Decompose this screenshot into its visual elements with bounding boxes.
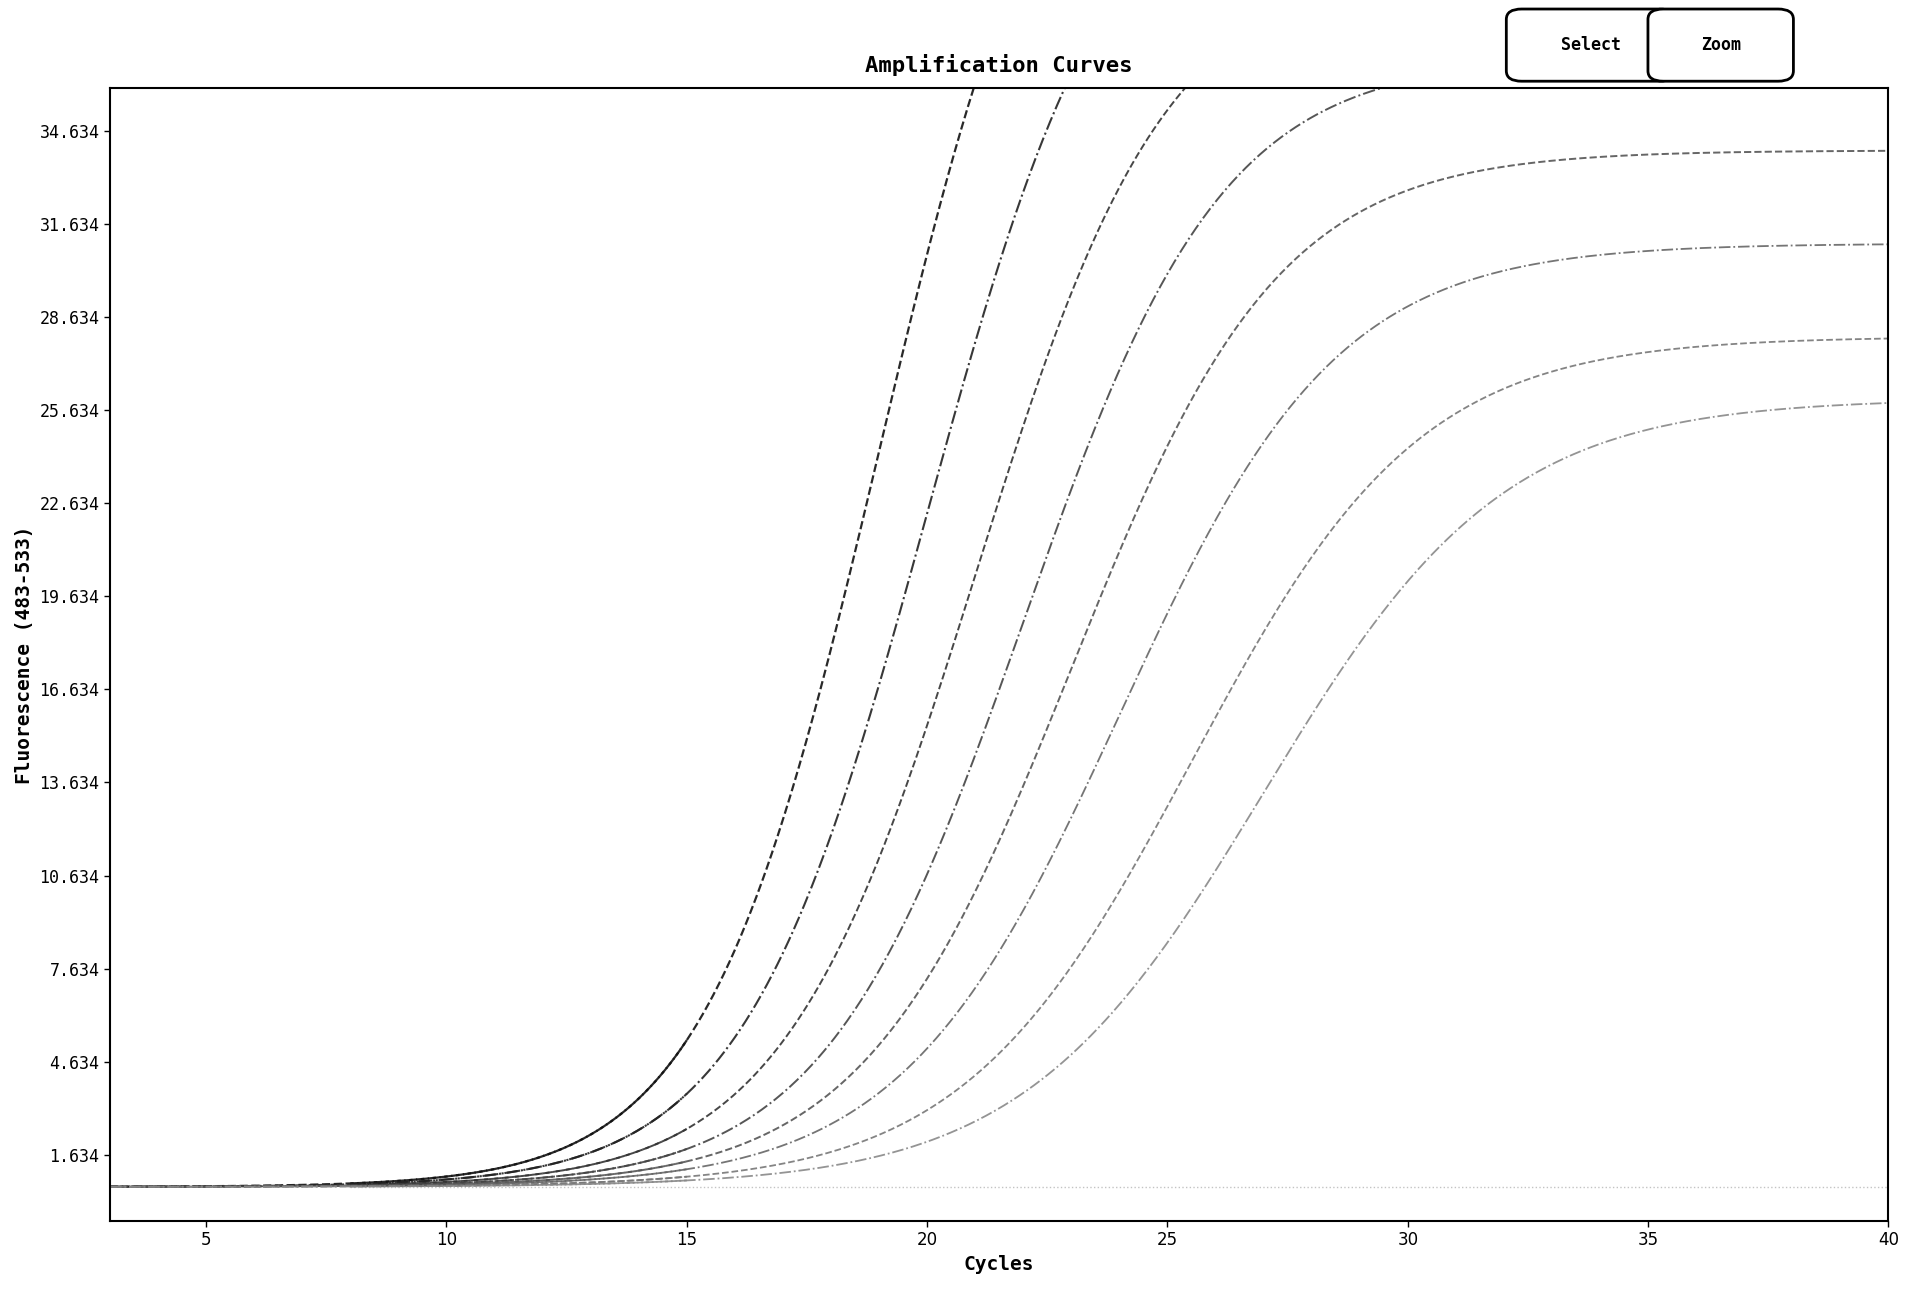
Text: Select: Select xyxy=(1560,36,1621,54)
FancyBboxPatch shape xyxy=(1648,9,1793,81)
Text: Zoom: Zoom xyxy=(1702,36,1740,54)
Title: Amplification Curves: Amplification Curves xyxy=(865,54,1133,76)
X-axis label: Cycles: Cycles xyxy=(965,1255,1034,1274)
Y-axis label: Fluorescence (483-533): Fluorescence (483-533) xyxy=(15,526,34,784)
FancyBboxPatch shape xyxy=(1506,9,1675,81)
